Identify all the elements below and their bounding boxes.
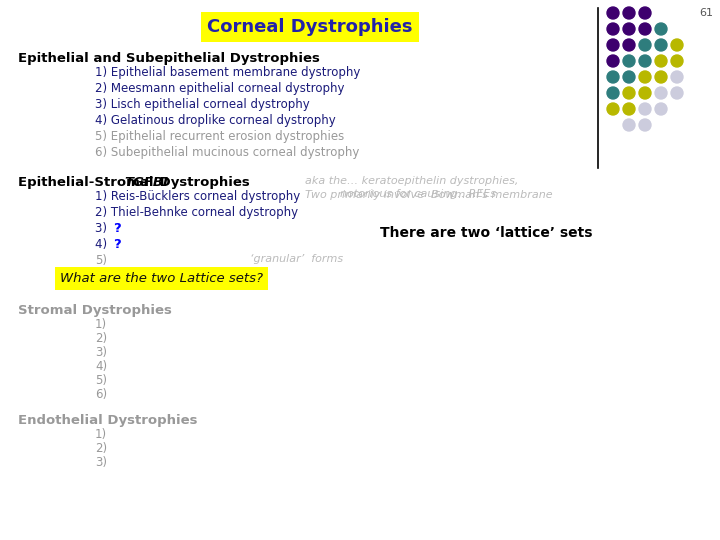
Circle shape [639, 55, 651, 67]
Text: Epithelial-Stromal: Epithelial-Stromal [18, 176, 158, 189]
Text: There are two ‘lattice’ sets: There are two ‘lattice’ sets [380, 226, 593, 240]
Circle shape [671, 71, 683, 83]
Text: 1): 1) [95, 428, 107, 441]
Text: 3): 3) [95, 456, 107, 469]
Text: 2) Meesmann epithelial corneal dystrophy: 2) Meesmann epithelial corneal dystrophy [95, 82, 344, 95]
Text: Epithelial and Subepithelial Dystrophies: Epithelial and Subepithelial Dystrophies [18, 52, 320, 65]
Circle shape [639, 87, 651, 99]
Circle shape [607, 39, 619, 51]
Text: 61: 61 [699, 8, 713, 18]
Circle shape [607, 87, 619, 99]
Circle shape [623, 87, 635, 99]
Text: 5) Epithelial recurrent erosion dystrophies: 5) Epithelial recurrent erosion dystroph… [95, 130, 344, 143]
Text: 2): 2) [95, 332, 107, 345]
Text: 2) Thiel-Behnke corneal dystrophy: 2) Thiel-Behnke corneal dystrophy [95, 206, 298, 219]
Circle shape [623, 71, 635, 83]
Circle shape [623, 103, 635, 115]
Circle shape [655, 23, 667, 35]
Text: 1) Epithelial basement membrane dystrophy: 1) Epithelial basement membrane dystroph… [95, 66, 361, 79]
Circle shape [639, 103, 651, 115]
Circle shape [623, 39, 635, 51]
Text: Stromal Dystrophies: Stromal Dystrophies [18, 304, 172, 317]
Text: aka the… keratoepithelin dystrophies,: aka the… keratoepithelin dystrophies, [305, 176, 518, 186]
Circle shape [671, 87, 683, 99]
Text: 4) Gelatinous droplike corneal dystrophy: 4) Gelatinous droplike corneal dystrophy [95, 114, 336, 127]
Circle shape [671, 55, 683, 67]
Circle shape [607, 23, 619, 35]
Circle shape [623, 55, 635, 67]
Circle shape [639, 119, 651, 131]
Circle shape [607, 55, 619, 67]
Text: 2): 2) [95, 442, 107, 455]
Text: 1): 1) [95, 318, 107, 331]
Text: 3): 3) [95, 222, 111, 235]
Text: 6) Subepithelial mucinous corneal dystrophy: 6) Subepithelial mucinous corneal dystro… [95, 146, 359, 159]
Text: 1) Reis-Bücklers corneal dystrophy: 1) Reis-Bücklers corneal dystrophy [95, 190, 300, 203]
Text: Dystrophies: Dystrophies [156, 176, 250, 189]
Circle shape [655, 55, 667, 67]
Circle shape [639, 7, 651, 19]
Text: 5): 5) [95, 254, 107, 267]
Text: ‘granular’  forms: ‘granular’ forms [250, 254, 343, 264]
Text: Endothelial Dystrophies: Endothelial Dystrophies [18, 414, 197, 427]
Text: 3) Lisch epithelial corneal dystrophy: 3) Lisch epithelial corneal dystrophy [95, 98, 310, 111]
Circle shape [607, 71, 619, 83]
Circle shape [607, 7, 619, 19]
Text: 4): 4) [95, 238, 111, 251]
Circle shape [655, 87, 667, 99]
Text: ?: ? [113, 238, 121, 251]
Circle shape [655, 103, 667, 115]
Circle shape [639, 23, 651, 35]
Circle shape [623, 7, 635, 19]
Text: Two primarily involve  Bowman's membrane: Two primarily involve Bowman's membrane [305, 190, 553, 200]
Text: notorious for causing…REEs: notorious for causing…REEs [340, 189, 496, 199]
Circle shape [623, 23, 635, 35]
Circle shape [639, 71, 651, 83]
Circle shape [623, 119, 635, 131]
Text: 5): 5) [95, 374, 107, 387]
Circle shape [671, 39, 683, 51]
Text: ?: ? [113, 222, 121, 235]
Circle shape [655, 71, 667, 83]
Circle shape [607, 103, 619, 115]
Text: Corneal Dystrophies: Corneal Dystrophies [207, 18, 413, 36]
Text: What are the two Lattice sets?: What are the two Lattice sets? [60, 272, 263, 285]
Text: 4): 4) [95, 360, 107, 373]
Circle shape [655, 39, 667, 51]
Text: TGFBI: TGFBI [125, 176, 168, 189]
Circle shape [639, 39, 651, 51]
Text: 3): 3) [95, 346, 107, 359]
Text: 6): 6) [95, 388, 107, 401]
